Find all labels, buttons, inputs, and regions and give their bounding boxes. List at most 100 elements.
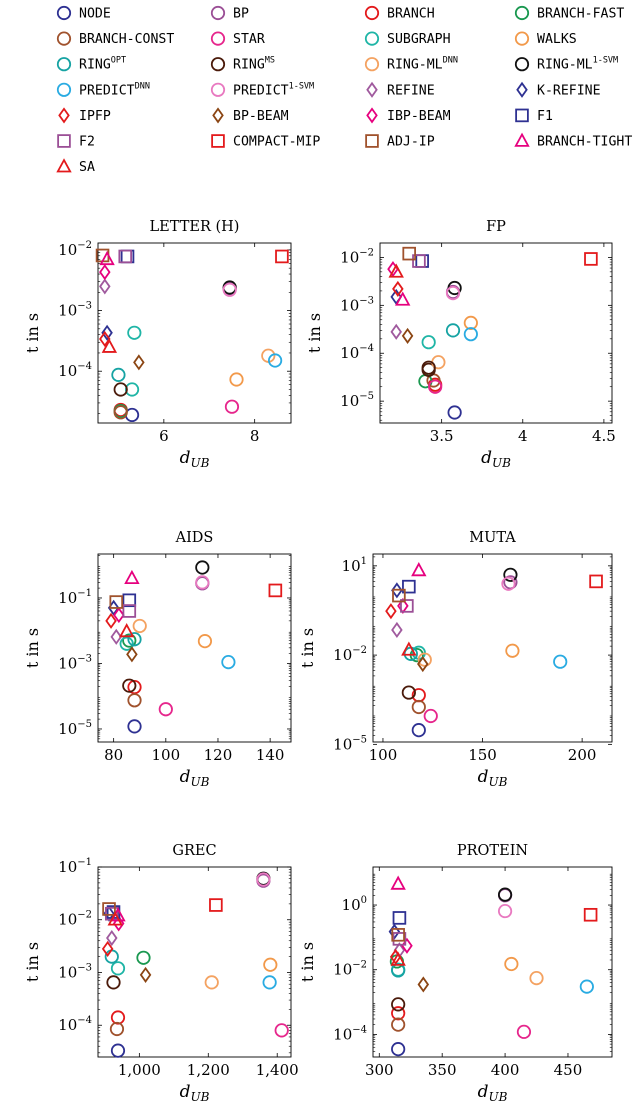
data-points	[95, 248, 289, 423]
point-predict-dnn	[579, 979, 594, 994]
legend-label: RINGMS	[233, 56, 275, 73]
legend-label-superscript: MS	[265, 56, 275, 66]
point-ring-ml-1-svm	[497, 887, 513, 902]
y-tick-base: 10	[58, 302, 77, 320]
point-sa	[401, 641, 417, 656]
y-tick-exponent: −4	[352, 1024, 367, 1035]
legend-entry-adj-ip: ADJ-IP	[365, 134, 435, 150]
point-adj-ip	[391, 928, 405, 942]
point-refine	[106, 929, 118, 947]
legend-label: RING-ML1-SVM	[537, 56, 618, 73]
diamond-marker-icon	[516, 81, 528, 98]
legend-label-text: NODE	[79, 7, 111, 22]
point-ring-ml-dnn	[417, 652, 432, 667]
legend-entry-refine: REFINE	[366, 81, 435, 98]
point-refine	[391, 621, 403, 639]
legend-entry-compact-mip: COMPACT-MIP	[211, 134, 320, 150]
x-axis-label-main: d	[481, 448, 492, 468]
x-axis-label-sub: UB	[190, 775, 209, 789]
point-bp	[503, 575, 518, 590]
point-compact-mip	[584, 252, 598, 266]
legend-label-text: BP	[233, 7, 249, 22]
point-branch	[391, 1006, 406, 1021]
legend-entry-star: STAR	[210, 31, 265, 47]
point-f1	[392, 911, 407, 925]
y-tick-base: 10	[342, 557, 361, 575]
circle-marker-icon	[364, 5, 380, 21]
legend-entry-ipfp: IPFP	[58, 107, 111, 124]
legend-label-text: BP-BEAM	[233, 109, 289, 124]
legend-label: F1	[537, 109, 553, 124]
legend-label: SUBGRAPH	[387, 32, 451, 47]
point-star	[158, 702, 173, 717]
x-tick-label: 8	[250, 427, 260, 445]
y-axis-label: t in s	[23, 942, 42, 982]
y-tick-base: 10	[58, 963, 77, 981]
y-tick-exponent: 0	[361, 895, 367, 906]
plot-frame	[372, 866, 613, 1058]
data-points	[105, 560, 283, 734]
x-axis-label-sub: UB	[190, 456, 209, 470]
legend-entry-node: NODE	[56, 5, 111, 22]
y-tick-label: 10−5	[340, 391, 374, 410]
legend-entry-branch-const: BRANCH-CONST	[56, 31, 174, 47]
y-tick-base: 10	[342, 896, 361, 914]
legend-entry-predict-1-svm: PREDICT1-SVM	[210, 81, 314, 98]
chart-title: PROTEIN	[457, 843, 529, 859]
x-tick-label: 300	[365, 1061, 394, 1079]
point-ring-opt	[127, 632, 142, 647]
point-ring-opt	[445, 323, 461, 338]
y-tick-label: 10−1	[58, 588, 92, 607]
x-axis-label-sub: UB	[190, 1090, 209, 1104]
y-tick-base: 10	[58, 858, 77, 876]
chart-title: GREC	[172, 843, 216, 859]
x-axis-label-sub: UB	[488, 775, 507, 789]
circle-marker-icon	[210, 57, 226, 72]
y-axis-label: t in s	[23, 628, 42, 668]
y-tick-label: 10−3	[58, 301, 92, 320]
y-tick-exponent: −3	[77, 301, 92, 312]
point-ring-ms	[106, 975, 121, 990]
diamond-marker-icon	[366, 81, 378, 98]
point-adj-ip	[109, 595, 124, 609]
point-branch-const	[113, 405, 128, 420]
point-branch-tight	[124, 569, 140, 585]
x-tick-label: 1,400	[256, 1061, 299, 1079]
legend-label-text: BRANCH-TIGHT	[537, 135, 632, 150]
legend-label-text: BRANCH-FAST	[537, 7, 624, 22]
x-tick-label: 120	[204, 746, 233, 764]
point-branch	[110, 1010, 126, 1025]
point-refine	[99, 278, 111, 295]
legend-entry-k-refine: K-REFINE	[516, 81, 601, 98]
legend-entry-bp: BP	[210, 5, 249, 22]
point-ibp-beam	[113, 607, 125, 624]
point-predict-1-svm	[501, 576, 516, 591]
legend-label-text: SUBGRAPH	[387, 32, 451, 47]
point-ipfp	[392, 280, 404, 297]
y-tick-label: 10−3	[58, 962, 92, 981]
y-tick-label: 10−2	[333, 960, 367, 979]
y-tick-base: 10	[58, 911, 77, 929]
legend-label: BP-BEAM	[233, 109, 289, 124]
x-tick-label: 100	[151, 746, 180, 764]
legend-label-text: K-REFINE	[537, 83, 601, 98]
x-tick-label: 1,000	[118, 1061, 161, 1079]
y-tick-label: 10−1	[58, 857, 92, 876]
point-branch-tight	[390, 875, 406, 890]
point-bp-beam	[133, 354, 145, 371]
point-node	[411, 723, 426, 738]
y-tick-base: 10	[340, 344, 359, 362]
chart-title: AIDS	[175, 530, 214, 546]
y-tick-exponent: 1	[361, 556, 367, 567]
circle-marker-icon	[56, 82, 72, 97]
point-star	[428, 379, 443, 394]
circle-marker-icon	[210, 5, 226, 21]
legend-entry-walks: WALKS	[514, 31, 577, 47]
point-branch-fast	[136, 950, 151, 965]
circle-marker-icon	[210, 82, 226, 97]
point-ring-ml-1-svm	[195, 560, 210, 575]
legend-label: RINGOPT	[79, 56, 126, 73]
point-subgraph	[421, 335, 436, 350]
